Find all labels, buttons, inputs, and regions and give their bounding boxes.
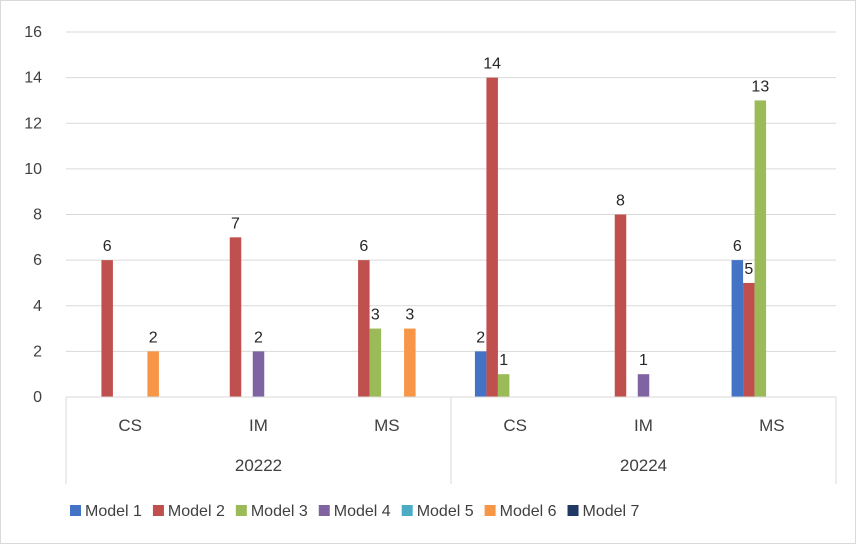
- bar: [486, 77, 498, 397]
- y-tick-label: 0: [33, 389, 42, 406]
- data-label: 14: [483, 56, 501, 73]
- bar: [497, 374, 510, 397]
- bar: [229, 237, 242, 397]
- data-label: 7: [231, 215, 240, 232]
- legend: Model 1 Model 2 Model 3 Model 4 Model 5 Model…: [70, 503, 640, 520]
- bar: [743, 282, 755, 397]
- data-label: 3: [405, 307, 414, 324]
- bar: [358, 260, 370, 397]
- x-category-label: IM: [249, 416, 268, 435]
- bar: [637, 374, 650, 397]
- bar: [147, 351, 159, 397]
- legend-swatch: [318, 505, 330, 516]
- x-category-label: CS: [503, 416, 527, 435]
- bar: [731, 260, 744, 397]
- y-tick-label: 14: [24, 70, 42, 87]
- gridlines: [66, 31, 836, 352]
- legend-swatch: [235, 505, 247, 516]
- data-label: 3: [371, 307, 380, 324]
- y-tick-label: 10: [24, 161, 42, 178]
- data-label: 2: [149, 329, 158, 346]
- x-category-label: MS: [759, 416, 785, 435]
- y-tick-label: 6: [33, 252, 42, 269]
- bar: [754, 100, 767, 397]
- data-label: 6: [733, 238, 742, 255]
- x-group-label: 20222: [235, 456, 282, 475]
- legend-label: Model 5: [417, 503, 474, 520]
- bar: [474, 351, 487, 397]
- bar: [614, 214, 627, 397]
- y-tick-label: 16: [24, 24, 42, 41]
- data-label: 2: [254, 329, 263, 346]
- data-label: 1: [639, 352, 648, 369]
- legend-swatch: [401, 505, 413, 516]
- data-label: 13: [751, 78, 769, 95]
- data-label: 2: [476, 329, 485, 346]
- y-tick-label: 2: [33, 343, 42, 360]
- data-label: 6: [103, 238, 112, 255]
- bar: [252, 351, 265, 397]
- data-label: 1: [499, 352, 508, 369]
- x-group-label: 20224: [620, 456, 667, 475]
- legend-swatch: [484, 505, 496, 516]
- legend-swatch: [567, 505, 579, 516]
- legend-swatch: [70, 505, 81, 516]
- legend-label: Model 2: [168, 503, 225, 520]
- y-tick-label: 8: [33, 207, 42, 224]
- y-tick-label: 4: [33, 298, 42, 315]
- bar: [101, 260, 113, 397]
- x-category-label: CS: [118, 416, 142, 435]
- bar: [404, 328, 416, 397]
- x-category-label: IM: [634, 416, 653, 435]
- bars: [101, 77, 767, 397]
- data-label: 6: [359, 238, 368, 255]
- legend-label: Model 7: [583, 503, 640, 520]
- legend-label: Model 3: [251, 503, 308, 520]
- legend-label: Model 6: [500, 503, 557, 520]
- x-category-label: MS: [374, 416, 400, 435]
- data-label: 8: [616, 193, 625, 210]
- legend-swatch: [152, 505, 164, 516]
- legend-label: Model 1: [85, 503, 142, 520]
- legend-label: Model 4: [334, 503, 391, 520]
- data-label: 5: [744, 261, 753, 278]
- y-tick-label: 12: [24, 115, 42, 132]
- bar: [369, 328, 382, 397]
